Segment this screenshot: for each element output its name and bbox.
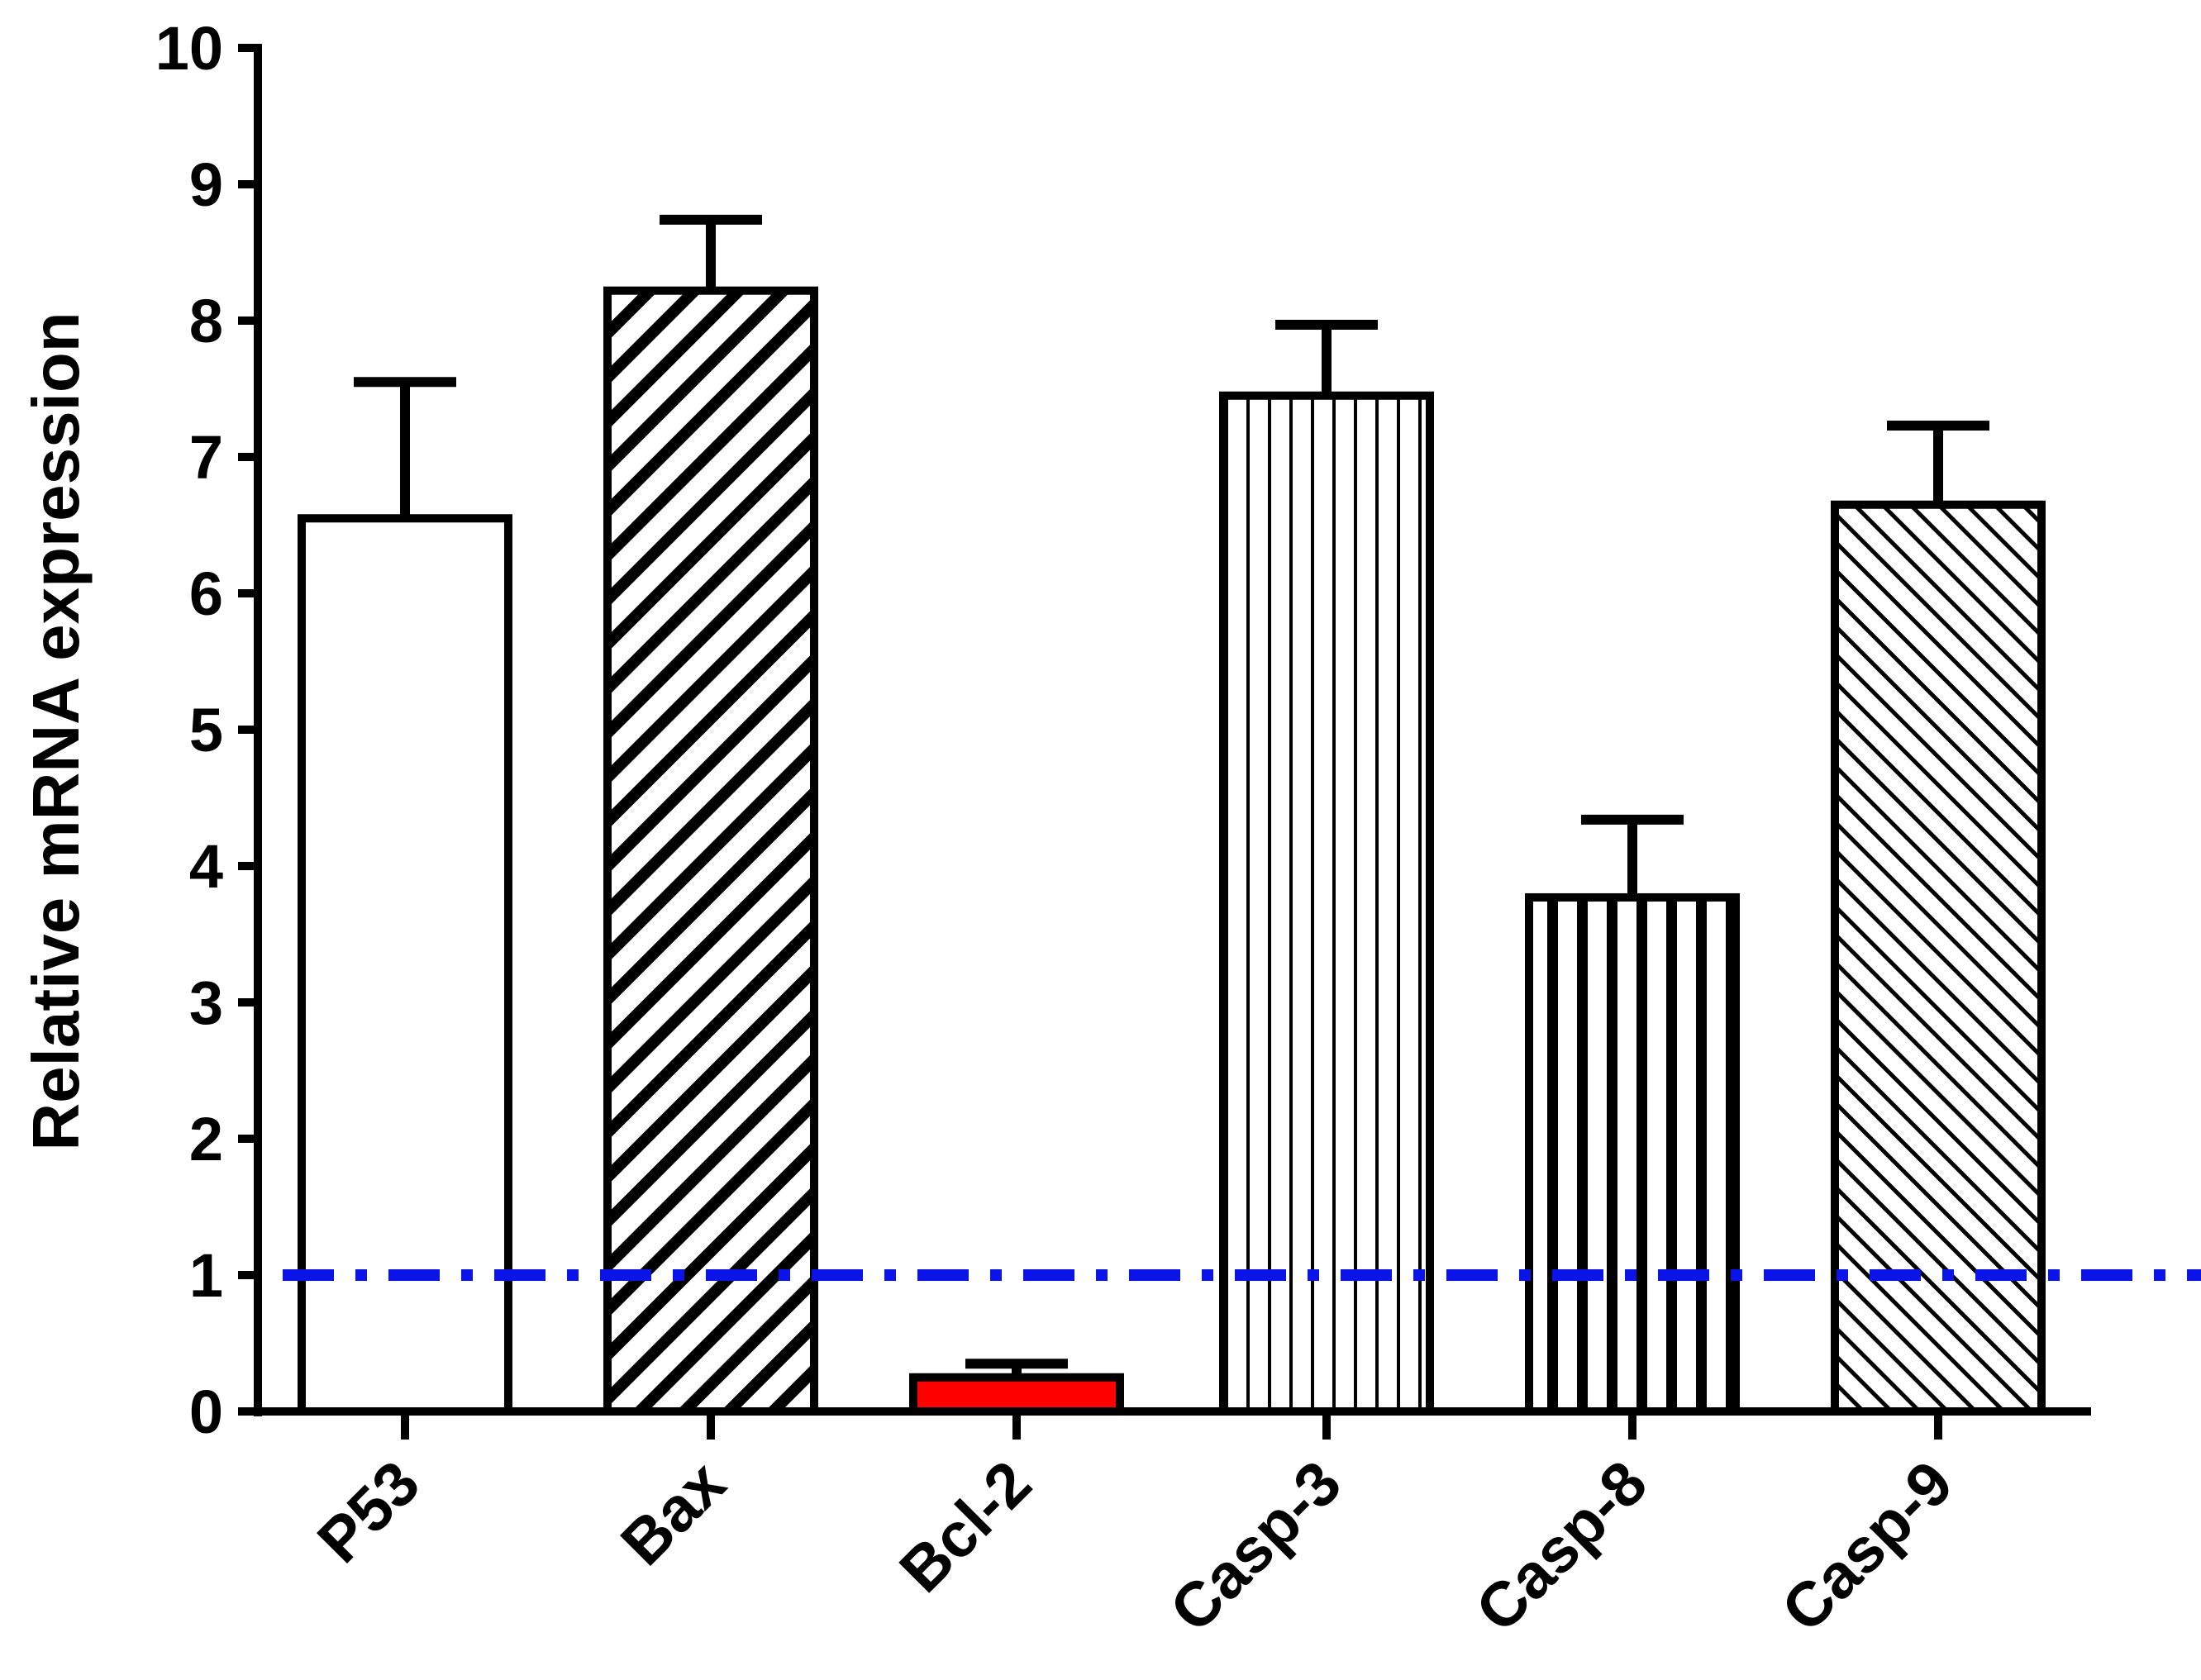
y-tick-label: 1 [189, 1241, 223, 1310]
y-tick-label: 3 [189, 968, 223, 1037]
bar-p53 [298, 514, 512, 1416]
bar-casp9 [1831, 500, 2046, 1416]
y-tick-label: 10 [155, 14, 223, 83]
y-tick-label: 0 [189, 1378, 223, 1446]
y-tick-label: 5 [189, 696, 223, 764]
y-tick-label: 6 [189, 559, 223, 628]
x-tick-label: Bcl-2 [887, 1448, 1046, 1606]
y-tick-label: 9 [189, 150, 223, 219]
x-tick-label: Casp-9 [1769, 1448, 1966, 1645]
bar-bax [603, 286, 818, 1416]
y-tick-label: 7 [189, 423, 223, 492]
x-tick-label: Casp-8 [1463, 1448, 1660, 1645]
y-tick-label: 8 [189, 287, 223, 355]
y-axis-label: Relative mRNA expression [19, 312, 93, 1150]
x-tick-label: Bax [607, 1448, 739, 1579]
y-tick-label: 2 [189, 1105, 223, 1173]
bar-casp8 [1525, 892, 1740, 1416]
bar-casp3 [1219, 391, 1434, 1416]
y-tick-label: 4 [189, 832, 223, 901]
plot-area: 0 1 2 3 4 5 6 7 8 9 10 P53 Bax Bcl-2 Casp-3 Casp-8 Casp-… [155, 14, 2201, 1645]
x-tick-label: P53 [304, 1448, 433, 1577]
bar-bcl2 [909, 1373, 1124, 1416]
x-tick-label: Casp-3 [1157, 1448, 1355, 1645]
